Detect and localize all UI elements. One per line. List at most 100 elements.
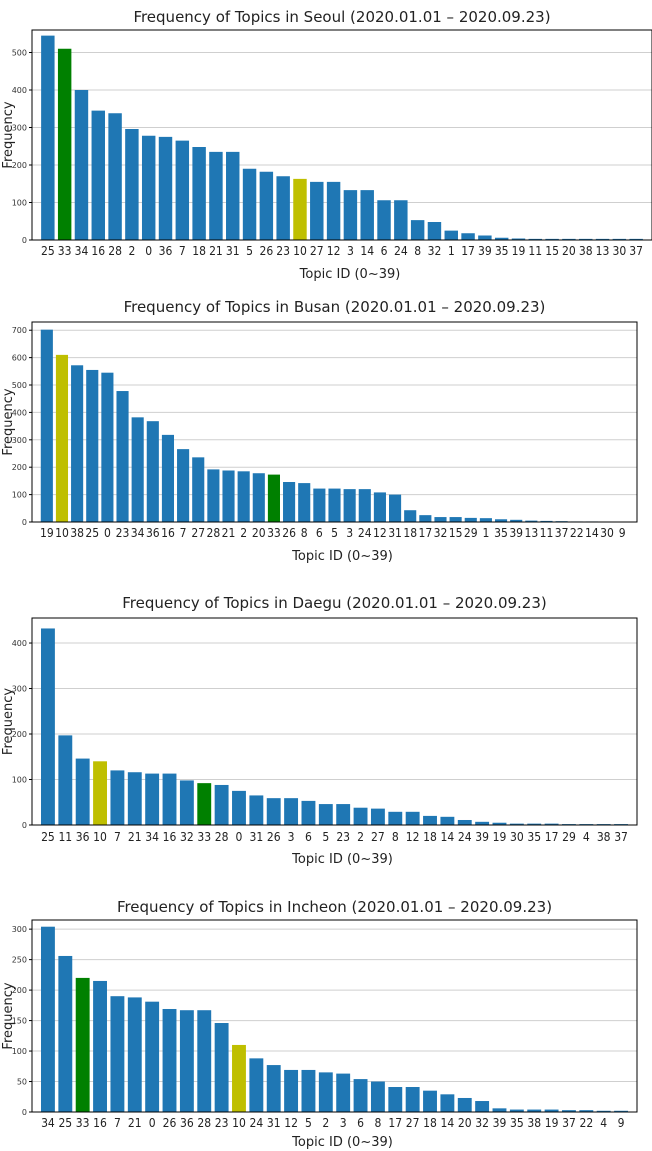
bar-topic-33 — [75, 977, 90, 1112]
bar-topic-27 — [192, 457, 205, 522]
x-tick-label: 19 — [40, 526, 54, 540]
y-tick-label: 300 — [12, 925, 27, 934]
x-tick-label: 36 — [146, 526, 160, 540]
bar-topic-35 — [509, 1109, 524, 1112]
chart-title: Frequency of Topics in Daegu (2020.01.01… — [122, 594, 547, 612]
bar-topic-39 — [510, 519, 523, 522]
bar-topic-32 — [475, 1101, 490, 1112]
x-tick-label: 39 — [478, 244, 492, 258]
chart-title: Frequency of Topics in Seoul (2020.01.01… — [133, 8, 550, 26]
x-tick-label: 23 — [336, 830, 350, 844]
x-tick-label: 25 — [41, 244, 55, 258]
x-tick-label: 16 — [93, 1116, 107, 1130]
x-tick-label: 27 — [406, 1116, 420, 1130]
bar-topic-10 — [293, 178, 307, 240]
x-tick-label: 38 — [70, 526, 84, 540]
bar-topic-25 — [40, 628, 55, 825]
x-tick-label: 0 — [236, 830, 243, 844]
x-axis-label: Topic ID (0~39) — [291, 1135, 393, 1150]
bar-topic-24 — [457, 819, 472, 825]
y-axis-label: Frequency — [1, 982, 16, 1049]
bar-topic-7 — [110, 770, 125, 825]
bar-topic-19 — [544, 1109, 559, 1112]
bar-topic-24 — [358, 489, 371, 522]
x-tick-label: 9 — [618, 1116, 625, 1130]
bar-topic-26 — [266, 798, 281, 825]
x-tick-label: 37 — [562, 1116, 576, 1130]
bar-topic-0 — [145, 1001, 160, 1112]
x-tick-label: 12 — [284, 1116, 298, 1130]
x-axis-label: Topic ID (0~39) — [291, 852, 393, 867]
bar-topic-10 — [93, 761, 107, 825]
x-tick-label: 20 — [458, 1116, 472, 1130]
x-tick-label: 35 — [495, 244, 509, 258]
x-tick-label: 19 — [493, 830, 507, 844]
bar-topic-5 — [301, 1069, 316, 1112]
bar-topic-17 — [544, 823, 559, 825]
bar-topic-18 — [192, 147, 206, 240]
bar-topic-18 — [423, 1090, 437, 1112]
x-tick-label: 23 — [276, 244, 290, 258]
bar-topic-7 — [177, 449, 190, 522]
x-tick-label: 39 — [509, 526, 523, 540]
bar-topic-30 — [612, 238, 627, 240]
bar-topic-12 — [405, 811, 420, 825]
chart-title: Frequency of Topics in Busan (2020.01.01… — [124, 298, 546, 316]
chart-panel-1: Frequency of Topics in Seoul (2020.01.01… — [1, 8, 652, 282]
bar-topic-34 — [74, 90, 89, 240]
y-tick-label: 500 — [12, 381, 27, 390]
x-tick-label: 0 — [149, 1116, 156, 1130]
x-tick-label: 36 — [180, 1116, 194, 1130]
bar-topic-34 — [145, 773, 160, 825]
bar-topic-12 — [326, 181, 341, 240]
x-tick-label: 6 — [305, 830, 312, 844]
x-tick-label: 29 — [464, 526, 478, 540]
x-tick-label: 19 — [545, 1116, 559, 1130]
bar-topic-6 — [301, 800, 316, 825]
bar-topic-31 — [226, 151, 240, 240]
bar-topic-11 — [528, 238, 543, 240]
bar-topic-9 — [614, 1110, 629, 1112]
bar-topic-20 — [457, 1097, 472, 1112]
x-tick-label: 3 — [288, 830, 295, 844]
y-axis-label: Frequency — [1, 688, 16, 755]
x-tick-label: 2 — [240, 526, 247, 540]
y-tick-label: 100 — [12, 491, 27, 500]
x-tick-label: 37 — [629, 244, 643, 258]
bar-topic-2 — [318, 1072, 333, 1112]
bar-topic-33 — [197, 783, 212, 825]
bar-topic-13 — [595, 238, 610, 240]
x-tick-label: 14 — [441, 830, 455, 844]
x-tick-label: 34 — [131, 526, 145, 540]
y-tick-label: 0 — [22, 821, 27, 830]
bar-topic-12 — [284, 1069, 299, 1112]
bar-topic-21 — [222, 470, 235, 522]
bar-topic-30 — [509, 823, 524, 825]
x-tick-label: 11 — [58, 830, 72, 844]
x-tick-label: 20 — [562, 244, 576, 258]
x-tick-label: 22 — [579, 1116, 593, 1130]
x-tick-label: 28 — [207, 526, 221, 540]
bar-topic-2 — [125, 129, 139, 240]
x-tick-label: 29 — [562, 830, 576, 844]
x-tick-label: 7 — [179, 244, 186, 258]
x-tick-label: 32 — [180, 830, 194, 844]
x-tick-label: 18 — [192, 244, 206, 258]
x-tick-label: 7 — [114, 830, 121, 844]
bar-topic-19 — [40, 329, 53, 522]
bar-topic-6 — [313, 488, 326, 522]
x-tick-label: 17 — [545, 830, 559, 844]
bar-topic-22 — [579, 1110, 594, 1112]
x-tick-label: 38 — [579, 244, 593, 258]
bar-topic-1 — [479, 518, 492, 522]
x-tick-label: 28 — [108, 244, 122, 258]
y-tick-label: 300 — [12, 685, 27, 694]
bar-topic-8 — [388, 811, 403, 825]
x-tick-label: 26 — [282, 526, 296, 540]
x-tick-label: 25 — [85, 526, 99, 540]
bar-topic-10 — [55, 354, 69, 522]
bar-topic-28 — [108, 113, 122, 240]
bar-topic-32 — [427, 222, 442, 240]
x-tick-label: 12 — [327, 244, 341, 258]
x-axis-label: Topic ID (0~39) — [291, 549, 393, 564]
